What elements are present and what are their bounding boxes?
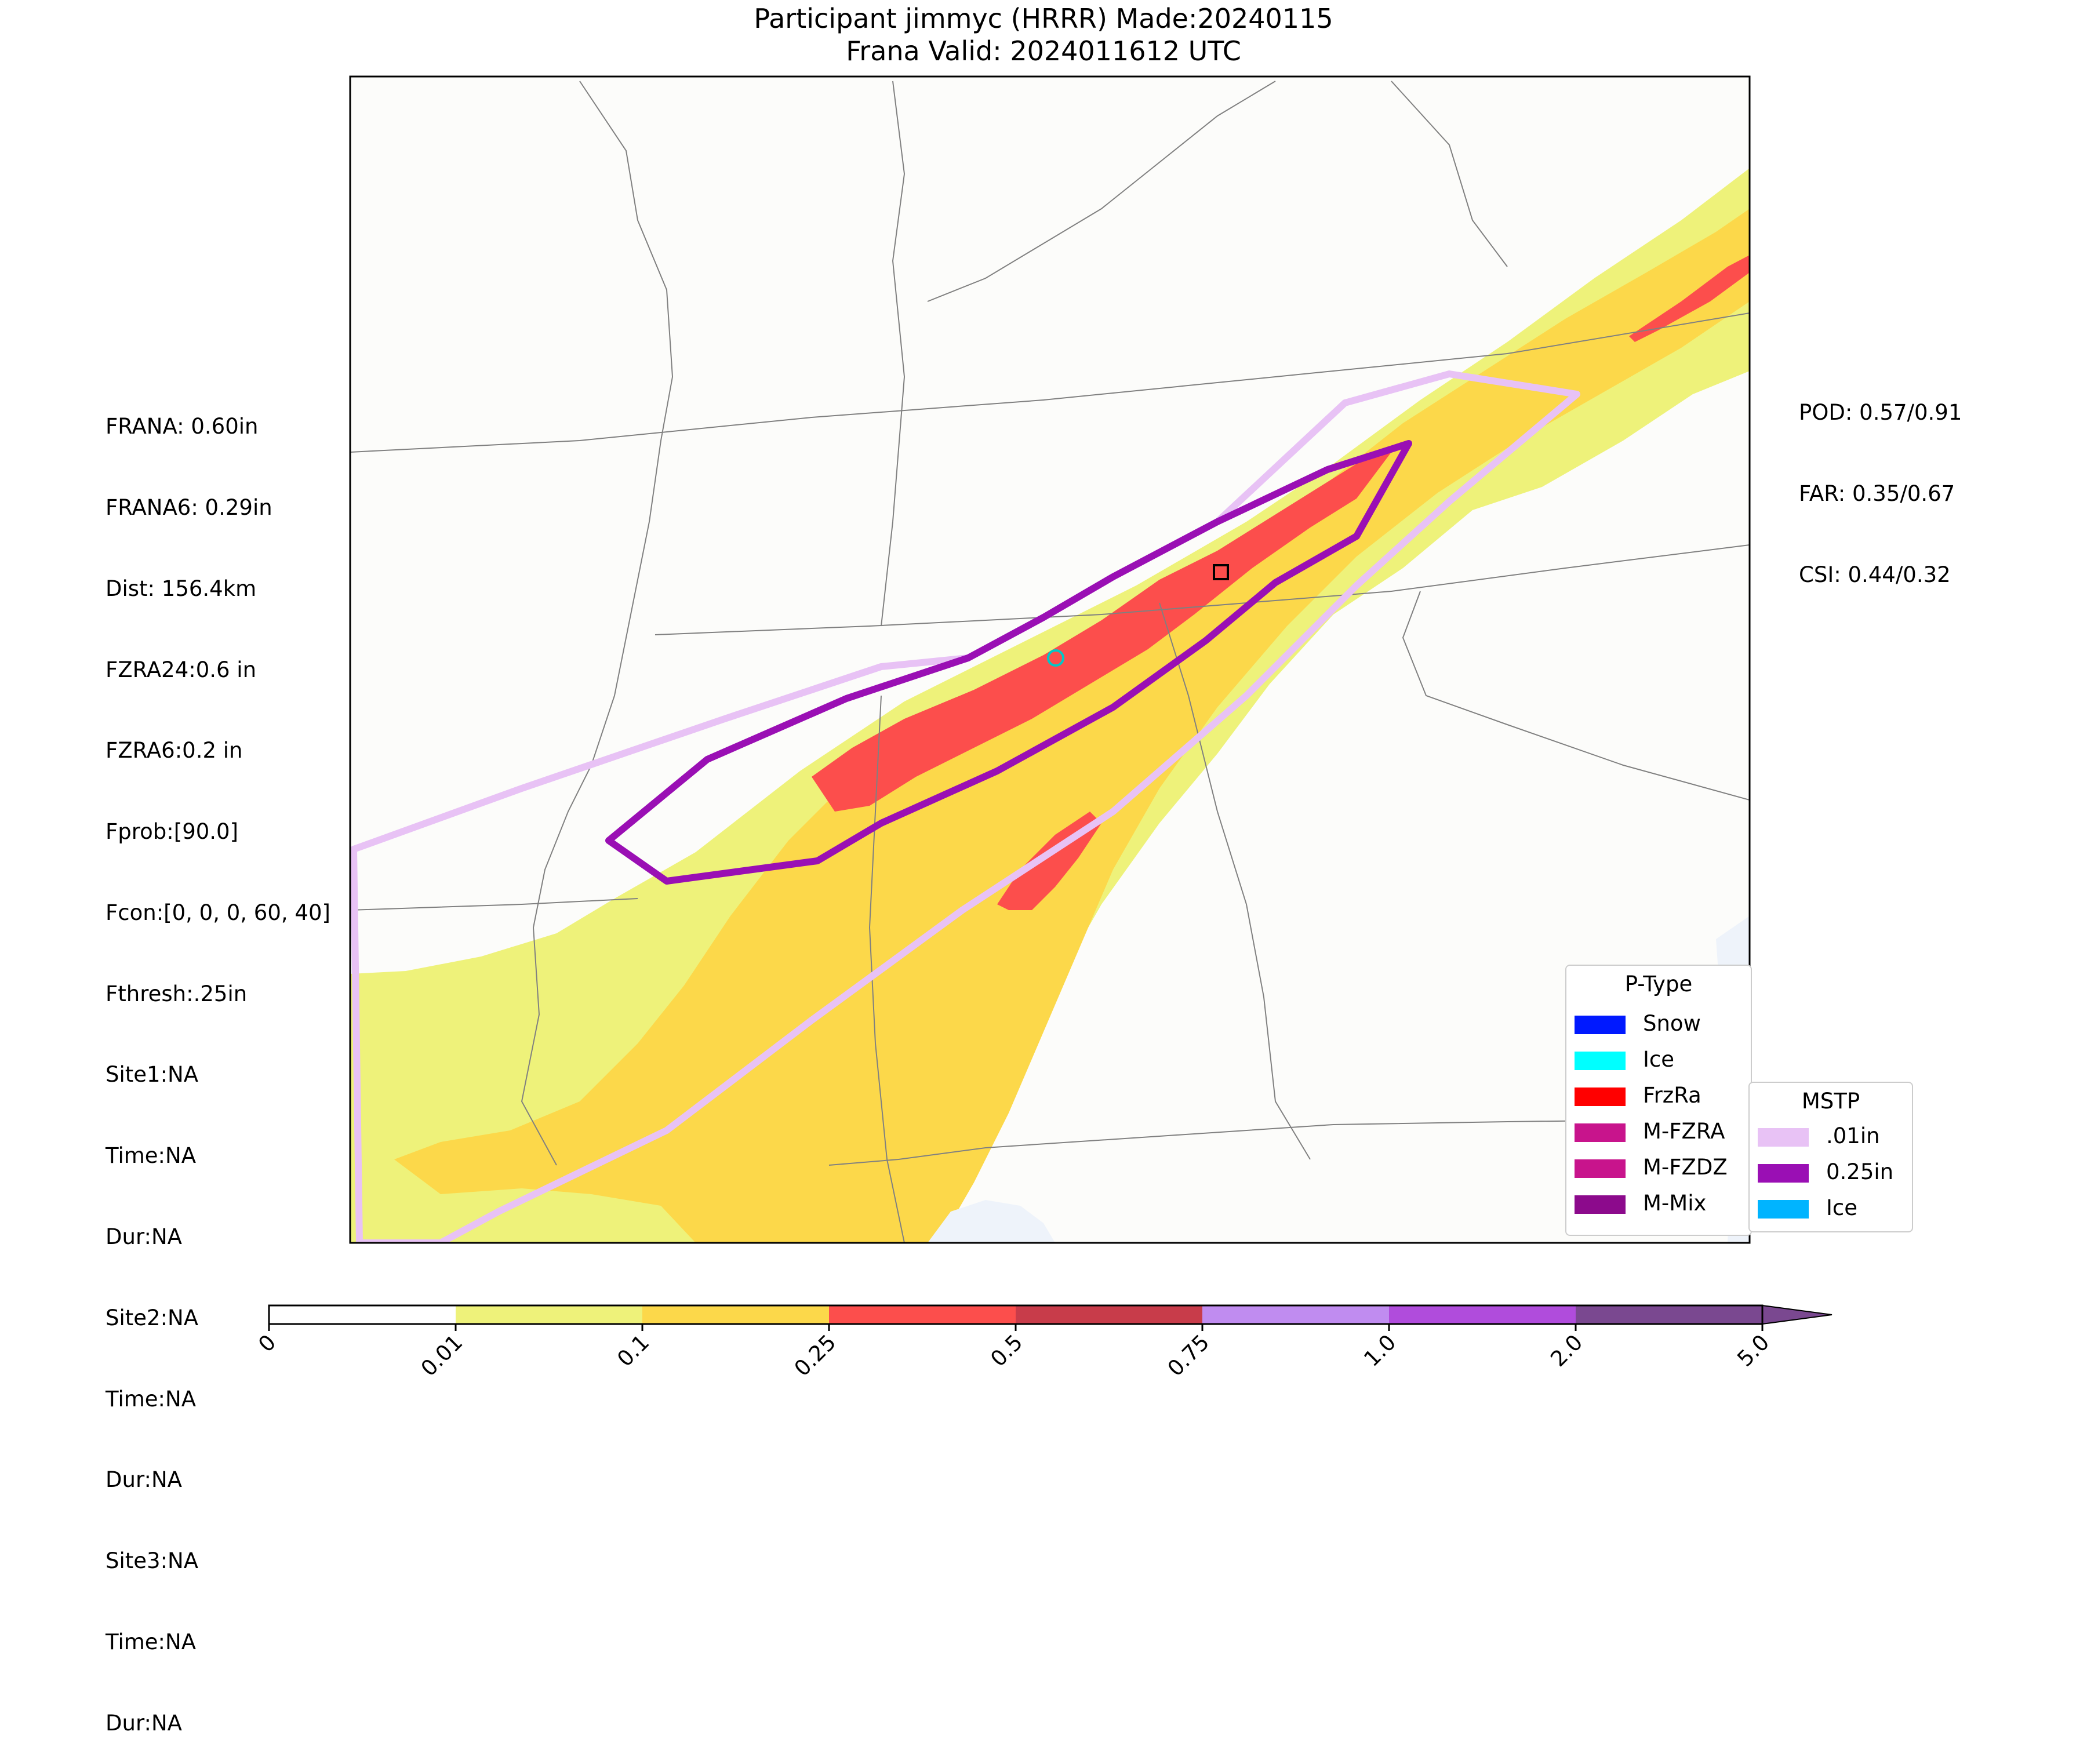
legend-label: M-FZDZ [1643, 1155, 1728, 1180]
stat-line: Fcon:[0, 0, 0, 60, 40] [106, 900, 330, 925]
legend-swatch [1575, 1088, 1626, 1106]
legend-label: Ice [1643, 1047, 1675, 1072]
stat-line: FRANA6: 0.29in [106, 494, 272, 520]
verification-stats: POD: 0.57/0.91 FAR: 0.35/0.67 CSI: 0.44/… [1799, 345, 1962, 616]
legend-label: Ice [1826, 1195, 1858, 1220]
stat-line: Site1:NA [106, 1062, 199, 1088]
colorbar-segment [269, 1305, 456, 1324]
legend-swatch [1575, 1195, 1626, 1214]
colorbar-segment [1202, 1305, 1390, 1324]
stat-line: Dur:NA [106, 1467, 182, 1493]
stat-line: Dur:NA [106, 1710, 182, 1736]
mstp-legend-title: MSTP [1801, 1089, 1860, 1114]
precip-moderate-area [394, 209, 1750, 1243]
colorbar-segment [1016, 1305, 1203, 1324]
stat-line: FZRA24:0.6 in [106, 657, 257, 682]
site-marker-square [1213, 564, 1229, 580]
title-line-2: Frana Valid: 2024011612 UTC [846, 35, 1241, 67]
colorbar: 0 0.01 0.1 0.25 0.5 0.75 1.0 2.0 5.0 [253, 1304, 1833, 1381]
legend-swatch [1758, 1200, 1809, 1219]
stat-line: Dur:NA [106, 1224, 182, 1249]
colorbar-segment [456, 1305, 643, 1324]
legend-swatch [1758, 1128, 1809, 1147]
stat-line: FZRA6:0.2 in [106, 738, 243, 763]
stat-line: Site2:NA [106, 1305, 199, 1330]
title-line-1: Participant jimmyc (HRRR) Made:20240115 [754, 3, 1333, 34]
colorbar-tick-label: 0.01 [416, 1330, 468, 1381]
forecast-stats-left: FRANA: 0.60in FRANA6: 0.29in Dist: 156.4… [106, 359, 330, 1764]
stat-far: FAR: 0.35/0.67 [1799, 481, 1955, 506]
forecast-map: 0 0.01 0.1 0.25 0.5 0.75 1.0 2.0 5.0 [253, 75, 1833, 1381]
stat-csi: CSI: 0.44/0.32 [1799, 562, 1951, 587]
colorbar-segment [829, 1305, 1016, 1324]
stat-line: Time:NA [106, 1386, 197, 1412]
colorbar-tick-label: 0.25 [790, 1330, 841, 1381]
legend-label: .01in [1826, 1123, 1880, 1148]
colorbar-tick-label: 0.1 [612, 1330, 654, 1372]
precip-heavy-northeast [1629, 255, 1750, 342]
precip-heavy-band [812, 452, 1391, 812]
legend-swatch [1575, 1016, 1626, 1034]
colorbar-segment [1576, 1305, 1763, 1324]
state-borders [350, 81, 1750, 1243]
colorbar-tick-label: 5.0 [1732, 1330, 1774, 1372]
stat-line: Time:NA [106, 1143, 197, 1169]
legend-swatch [1758, 1164, 1809, 1183]
legend-swatch [1575, 1052, 1626, 1070]
gulf-water [928, 1200, 1055, 1243]
legend-label: FrzRa [1643, 1083, 1701, 1108]
stat-line: Fprob:[90.0] [106, 819, 239, 845]
legend-swatch [1575, 1159, 1626, 1178]
colorbar-segment [642, 1305, 830, 1324]
ptype-legend: P-Type Snow Ice FrzRa M-FZRA M-FZDZ M-Mi… [1565, 965, 1752, 1236]
colorbar-tick-label: 2.0 [1546, 1330, 1587, 1372]
legend-label: M-FZRA [1643, 1119, 1725, 1144]
colorbar-tick-label: 1.0 [1359, 1330, 1401, 1372]
map-frame [349, 75, 1751, 1244]
mstp-001-polygon [350, 370, 1580, 1243]
legend-label: M-Mix [1643, 1191, 1707, 1216]
stat-line: Site3:NA [106, 1548, 199, 1574]
legend-swatch [1575, 1123, 1626, 1142]
stat-pod: POD: 0.57/0.91 [1799, 400, 1962, 425]
colorbar-tick-label: 0.75 [1163, 1330, 1215, 1381]
legend-label: Snow [1643, 1011, 1701, 1036]
mstp-legend: MSTP .01in 0.25in Ice [1748, 1082, 1913, 1232]
colorbar-extend-arrow [1762, 1304, 1833, 1325]
colorbar-segment [1389, 1305, 1576, 1324]
legend-label: 0.25in [1826, 1159, 1894, 1184]
stat-line: FRANA: 0.60in [106, 414, 259, 439]
stat-line: Dist: 156.4km [106, 576, 257, 601]
ptype-legend-title: P-Type [1624, 972, 1693, 996]
stat-line: Time:NA [106, 1629, 197, 1654]
site-marker-circle [1047, 649, 1064, 667]
stat-line: Fthresh:.25in [106, 981, 248, 1006]
colorbar-tick-label: 0.5 [986, 1330, 1027, 1372]
mstp-025-polygon [605, 440, 1412, 885]
